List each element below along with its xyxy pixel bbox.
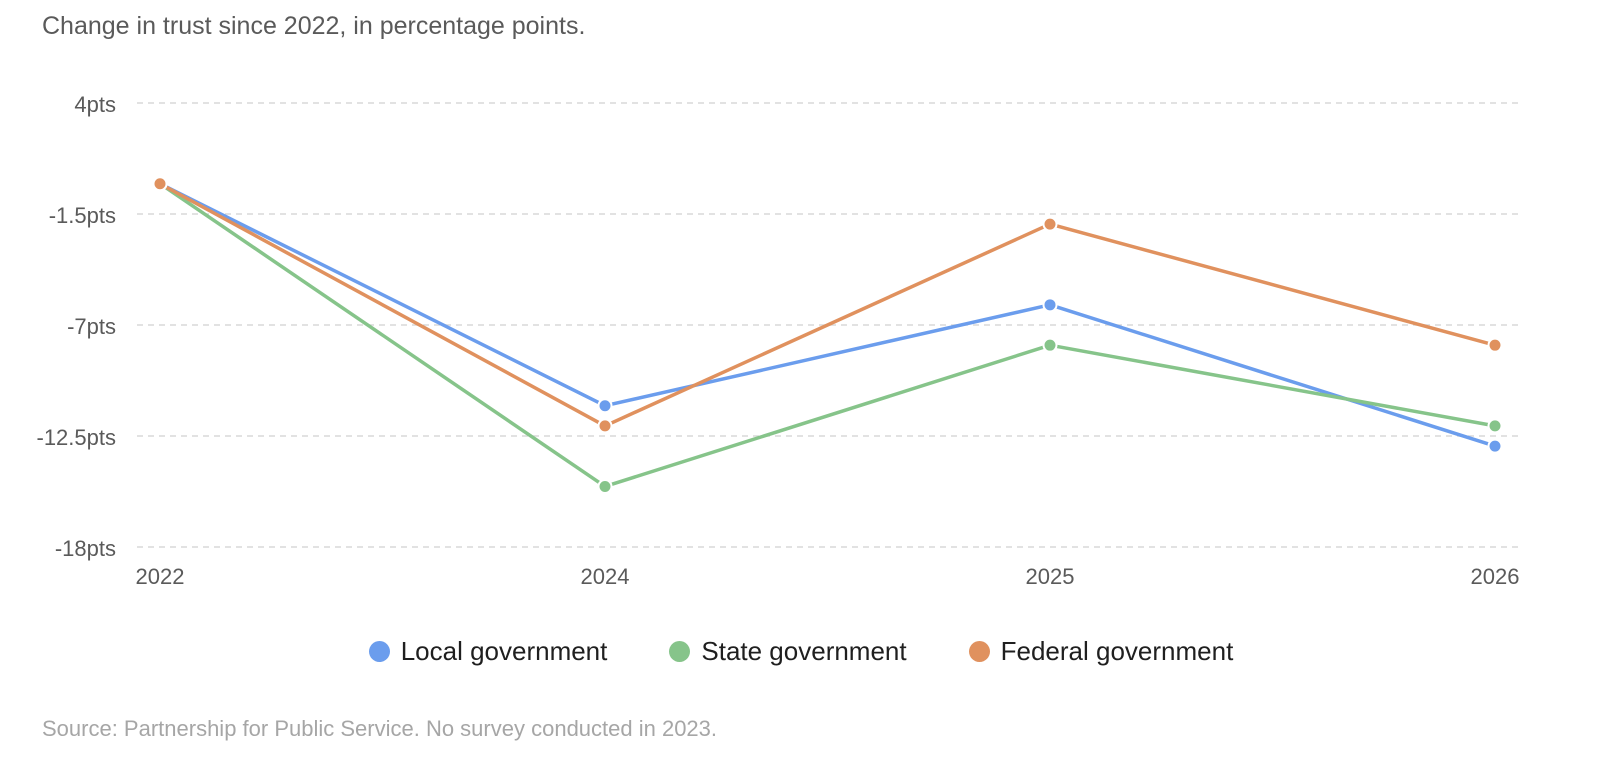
legend-label: State government [701,636,907,666]
data-point [1487,418,1503,434]
data-point [1042,337,1058,353]
line-chart: 4pts -1.5pts -7pts -12.5pts -18pts 2022 2024 20… [37,92,1520,589]
x-tick-label: 2024 [581,564,630,589]
y-tick-label: -7pts [67,314,116,339]
data-point [1487,438,1503,454]
legend-marker-icon [368,641,390,662]
series-line-state-government [158,181,1497,489]
y-tick-label: 4pts [74,92,116,117]
legend-item: Federal government [968,636,1234,667]
data-point [1042,216,1058,232]
data-point [597,418,613,434]
legend-label: Local government [400,636,608,666]
y-tick-label: -12.5pts [37,425,117,450]
x-tick-label: 2025 [1026,564,1075,589]
chart-legend: Local government State government Federal … [0,636,1602,667]
y-tick-label: -18pts [55,536,116,561]
legend-marker-icon [968,641,990,662]
data-point [1487,337,1503,353]
x-tick-label: 2022 [136,564,185,589]
series-line-local-government [158,181,1497,448]
x-tick-label: 2026 [1471,564,1520,589]
legend-item: Local government [368,636,608,667]
data-point [597,478,613,494]
series-line-federal-government [158,181,1497,428]
chart-subtitle: Change in trust since 2022, in percentag… [42,12,586,40]
source-note: Source: Partnership for Public Service. … [42,716,718,741]
y-tick-label: -1.5pts [49,203,116,228]
legend-label: Federal government [1000,636,1234,666]
data-point [1042,297,1058,313]
data-point [152,176,168,192]
legend-marker-icon [669,641,691,662]
data-point [597,398,613,414]
legend-item: State government [669,636,907,667]
